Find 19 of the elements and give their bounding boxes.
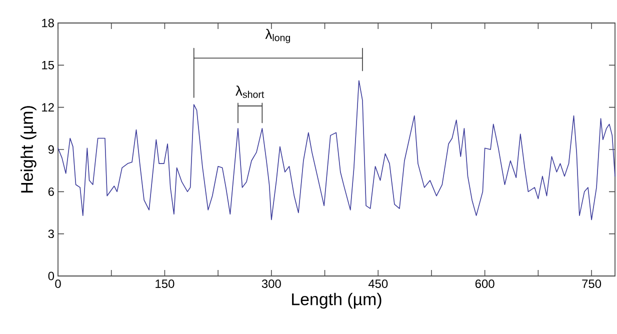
x-tick-label: 450 — [368, 280, 388, 288]
x-tick-label: 750 — [582, 280, 602, 288]
annotation: λ$_{long}$ — [265, 28, 290, 44]
y-tick-label: 18 — [42, 18, 54, 28]
line-series — [193, 48, 363, 98]
y-tick-label: 0 — [48, 272, 54, 280]
x-tick-label: 150 — [156, 280, 174, 288]
line-series — [58, 80, 616, 220]
y-tick-label: 12 — [42, 103, 54, 112]
x-tick-label: 300 — [262, 280, 281, 288]
y-tick-label: 6 — [48, 187, 54, 196]
x-axis-title: Length (µm) — [292, 292, 382, 309]
annotation: λ$_{short}$ — [236, 86, 264, 98]
y-tick-label: 15 — [42, 61, 54, 70]
x-tick-label: 0 — [55, 280, 61, 288]
y-tick-label: 3 — [48, 230, 54, 238]
y-axis-title: Height (µm) — [20, 106, 36, 193]
x-tick-label: 600 — [475, 280, 494, 288]
y-tick-label: 9 — [48, 145, 54, 154]
